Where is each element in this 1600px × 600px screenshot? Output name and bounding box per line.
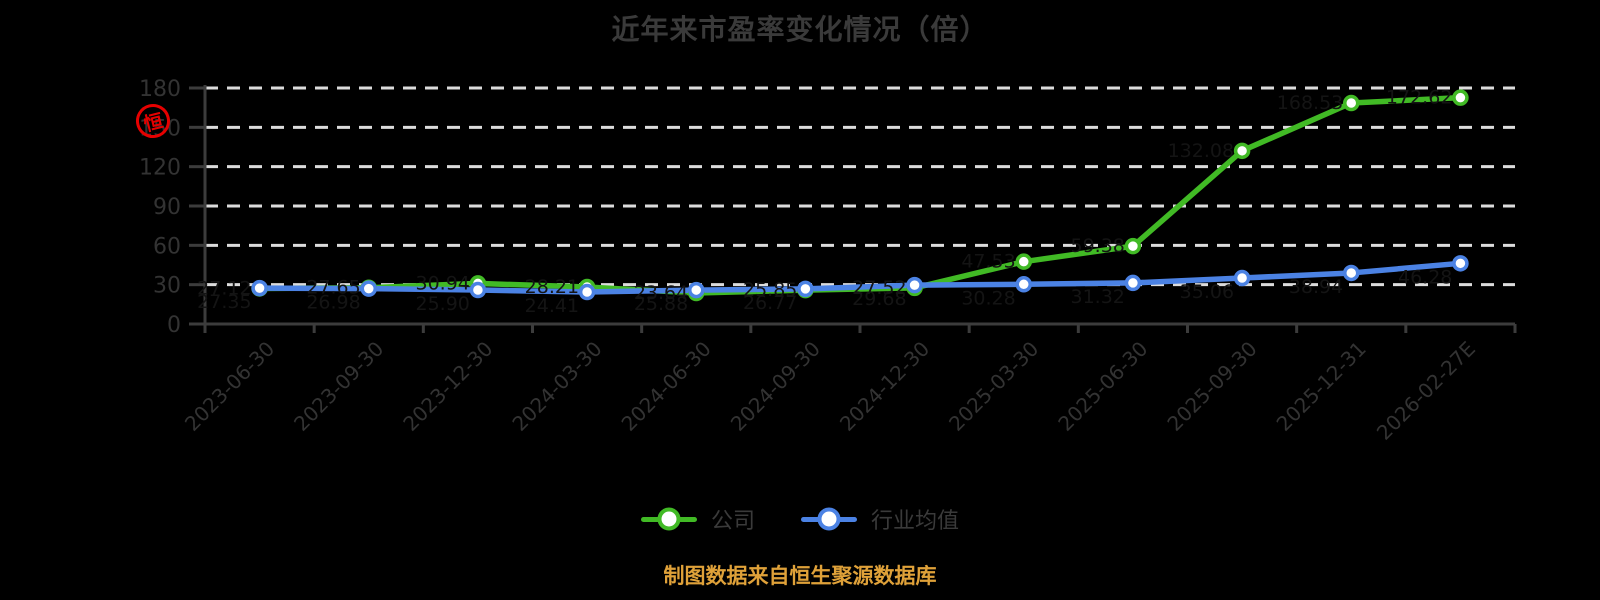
x-tick-label: 2023-09-30: [289, 337, 388, 436]
point-label: 59.38: [1071, 235, 1125, 257]
data-point-marker: [1015, 276, 1032, 293]
point-label: 28.21: [525, 276, 579, 298]
y-tick-label: 0: [167, 313, 181, 338]
point-label: 31.32: [1071, 286, 1125, 308]
legend-line-swatch: [801, 507, 857, 531]
legend-label: 行业均值: [871, 509, 960, 534]
point-label: 46.28: [1398, 266, 1452, 288]
point-label: 25.90: [416, 293, 470, 315]
series-line-行业均值: [256, 260, 1464, 295]
x-tick-label: 2025-06-30: [1053, 337, 1152, 436]
point-label: 24.41: [525, 295, 579, 317]
chart-legend: 公司 行业均值: [0, 503, 1600, 535]
y-tick-label: 180: [139, 77, 181, 102]
point-label: 47.53: [961, 251, 1015, 273]
x-tick-label: 2025-12-31: [1272, 337, 1371, 436]
watermark-seal-char: 恒: [141, 109, 166, 136]
data-point-marker: [906, 276, 923, 294]
point-label: 30.94: [416, 272, 470, 294]
legend-label: 公司: [710, 509, 755, 534]
legend-item-company[interactable]: 公司: [640, 503, 755, 535]
point-label: 27.52: [852, 277, 906, 299]
y-tick-label: 60: [153, 234, 181, 259]
legend-marker-icon: [657, 507, 681, 531]
point-label: 27.12: [197, 277, 251, 299]
legend-marker-icon: [817, 507, 841, 531]
data-point-marker: [1233, 269, 1251, 287]
point-label: 25.88: [634, 293, 688, 315]
data-point-marker: [688, 281, 705, 299]
x-tick-label: 2026-02-27E: [1372, 337, 1480, 445]
point-label: 25.85: [743, 279, 797, 301]
x-tick-label: 2024-09-30: [726, 337, 825, 436]
data-point-marker: [578, 283, 596, 301]
x-tick-label: 2024-12-30: [835, 337, 934, 436]
x-tick-label: 2024-06-30: [617, 337, 716, 436]
data-source-caption: 制图数据来自恒生聚源数据库: [663, 564, 937, 588]
point-label: 132.08: [1168, 140, 1234, 162]
data-point-marker: [1343, 264, 1360, 282]
data-point-marker: [360, 280, 377, 297]
y-tick-label: 120: [139, 156, 181, 181]
point-label: 26.77: [743, 292, 797, 314]
point-label: 38.94: [1289, 276, 1343, 298]
y-tick-label: 90: [153, 195, 181, 220]
data-point-marker: [1015, 253, 1032, 270]
point-label: 27.35: [197, 291, 251, 313]
data-point-marker: [797, 280, 814, 298]
point-label: 27.65: [306, 277, 360, 299]
x-tick-label: 2024-03-30: [507, 337, 606, 436]
pe-line-chart: 0 30 60 90 120 150 180 2023-06-30 2023-09-30 2023…: [139, 77, 1517, 445]
legend-item-industry[interactable]: 行业均值: [801, 503, 959, 535]
data-point-marker: [469, 281, 487, 299]
x-tick-label: 2023-06-30: [180, 337, 279, 436]
point-label: 23.64: [634, 282, 688, 304]
point-label: 168.53: [1277, 92, 1343, 114]
point-label: 30.28: [961, 287, 1015, 309]
data-point-marker: [251, 279, 268, 297]
data-point-marker: [1452, 255, 1469, 272]
point-label: 29.68: [852, 288, 906, 310]
data-point-marker: [1452, 89, 1469, 106]
x-tick-label: 2025-09-30: [1162, 337, 1261, 436]
series-line-公司: [256, 94, 1464, 296]
data-point-marker: [1233, 142, 1251, 160]
y-tick-label: 30: [153, 274, 181, 299]
point-label: 35.06: [1180, 281, 1234, 303]
x-tick-label: 2023-12-30: [398, 337, 497, 436]
legend-line-swatch: [640, 507, 697, 531]
point-label: 26.98: [306, 292, 360, 314]
x-tick-label: 2025-03-30: [944, 337, 1043, 436]
data-point-marker: [1343, 94, 1360, 112]
data-point-marker: [1124, 237, 1142, 255]
data-point-marker: [1124, 274, 1142, 292]
point-label: 172.62: [1386, 87, 1452, 109]
chart-title: 近年来市盈率变化情况（倍）: [611, 13, 989, 46]
y-tick-label: 150: [139, 116, 181, 141]
